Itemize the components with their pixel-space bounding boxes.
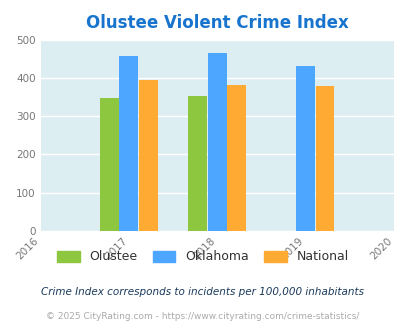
- Bar: [100, 98, 119, 231]
- Bar: [227, 85, 245, 231]
- Legend: Olustee, Oklahoma, National: Olustee, Oklahoma, National: [52, 246, 353, 269]
- Bar: [207, 52, 226, 231]
- Bar: [315, 85, 334, 231]
- Title: Olustee Violent Crime Index: Olustee Violent Crime Index: [85, 15, 348, 32]
- Bar: [139, 80, 158, 231]
- Text: Crime Index corresponds to incidents per 100,000 inhabitants: Crime Index corresponds to incidents per…: [41, 287, 364, 297]
- Bar: [188, 96, 207, 231]
- Text: © 2025 CityRating.com - https://www.cityrating.com/crime-statistics/: © 2025 CityRating.com - https://www.city…: [46, 312, 359, 321]
- Bar: [295, 66, 314, 231]
- Bar: [119, 56, 138, 231]
